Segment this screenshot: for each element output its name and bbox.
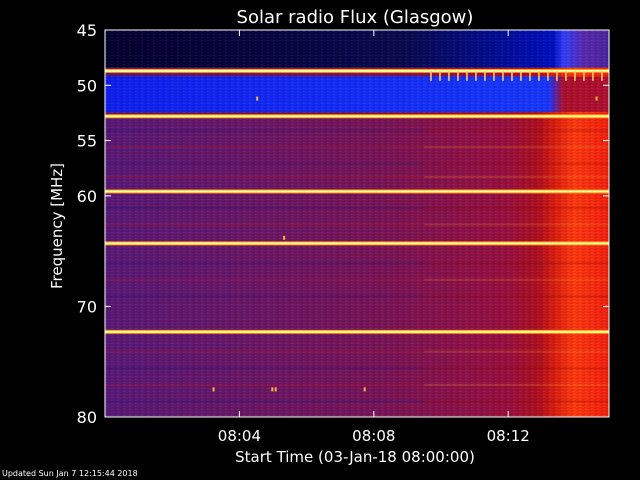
plot-area [105, 30, 609, 417]
updated-timestamp: Updated Sun Jan 7 12:15:44 2018 [2, 469, 138, 478]
line-spike [574, 70, 576, 81]
y-tick-label: 50 [77, 76, 97, 95]
interference-spots [212, 96, 598, 392]
emission-lines [105, 68, 609, 334]
line-spike [448, 70, 450, 81]
x-tick-label: 08:08 [352, 427, 395, 445]
line-spike [520, 70, 522, 81]
chart-title: Solar radio Flux (Glasgow) [237, 7, 474, 28]
line-spike [583, 70, 585, 81]
x-tick-label: 08:12 [487, 427, 530, 445]
line-spike [466, 70, 468, 81]
line-spike [556, 70, 558, 81]
line-spike [601, 70, 603, 81]
interference-spot [595, 96, 598, 101]
line-spike [547, 70, 549, 81]
line-spike [493, 70, 495, 81]
y-axis: 45 50 55 60 70 80 [77, 21, 609, 427]
emission-line [105, 330, 609, 333]
y-axis-label: Frequency [MHz] [48, 163, 66, 289]
interference-spot [363, 387, 366, 392]
emission-line [105, 242, 609, 245]
line-spike [430, 70, 432, 81]
line-spike [484, 70, 486, 81]
heatmap-texture [105, 30, 609, 417]
x-axis-label: Start Time (03-Jan-18 08:00:00) [235, 448, 475, 466]
line-spike [457, 70, 459, 81]
y-tick-label: 45 [77, 21, 97, 40]
plot-frame [104, 29, 610, 418]
line-spike [511, 70, 513, 81]
emission-line [105, 69, 609, 72]
line-spike [565, 70, 567, 81]
line-spike [475, 70, 477, 81]
line-spike [439, 70, 441, 81]
interference-spot [212, 387, 215, 392]
interference-spot [283, 235, 286, 240]
y-tick-label: 60 [77, 187, 97, 206]
interference-spot [274, 387, 277, 392]
line-spike [592, 70, 594, 81]
y-tick-label: 55 [77, 132, 97, 151]
interference-spot [271, 387, 274, 392]
emission-line [105, 115, 609, 118]
interference-spot [256, 96, 259, 101]
line-spike [502, 70, 504, 81]
emission-line [105, 190, 609, 193]
line-spike [538, 70, 540, 81]
x-axis: 08:04 08:08 08:12 [218, 30, 530, 445]
line-spike [529, 70, 531, 81]
y-tick-label: 80 [77, 408, 97, 427]
x-tick-label: 08:04 [218, 427, 261, 445]
y-tick-label: 70 [77, 297, 97, 316]
